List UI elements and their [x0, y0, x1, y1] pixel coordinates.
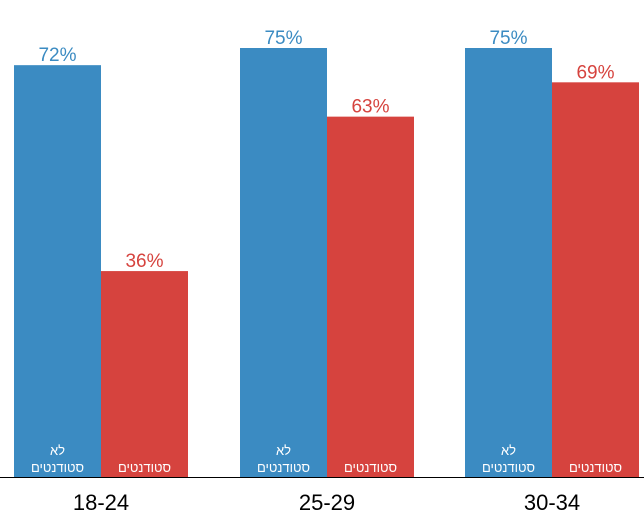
category-label-30-34: 30-34 — [524, 490, 580, 515]
bar-students-18-24 — [101, 271, 188, 477]
bar-non-students-30-34 — [465, 48, 552, 477]
bar-series-label-students-30-34-line1: סטודנטים — [569, 460, 622, 475]
bar-series-label-students-18-24-line1: סטודנטים — [118, 460, 171, 475]
category-label-18-24: 18-24 — [73, 490, 129, 515]
bar-series-label-non-students-30-34-line2: סטודנטים — [482, 460, 535, 475]
bar-series-label-non-students-18-24-line2: סטודנטים — [31, 460, 84, 475]
bars-group: 72% לא סטודנטים 36% סטודנטים 75% לא סטודנטים 63%… — [14, 28, 639, 477]
category-labels-group: 18-24 25-29 30-34 — [73, 490, 580, 515]
bar-students-25-29 — [327, 116, 414, 477]
value-label-non-students-30-34: 75% — [489, 28, 527, 49]
bar-series-label-non-students-30-34-line1: לא — [501, 443, 516, 458]
bar-series-label-students-25-29-line1: סטודנטים — [344, 460, 397, 475]
bar-series-label-non-students-25-29-line1: לא — [276, 443, 291, 458]
bar-series-label-non-students-18-24-line1: לא — [50, 443, 65, 458]
value-label-students-25-29: 63% — [351, 97, 389, 118]
value-label-non-students-18-24: 72% — [38, 45, 76, 66]
value-label-students-30-34: 69% — [576, 62, 614, 83]
bar-series-label-non-students-25-29-line2: סטודנטים — [257, 460, 310, 475]
bar-non-students-18-24 — [14, 65, 101, 477]
value-label-non-students-25-29: 75% — [264, 28, 302, 49]
category-label-25-29: 25-29 — [299, 490, 355, 515]
value-label-students-18-24: 36% — [125, 251, 163, 272]
bar-students-30-34 — [552, 82, 639, 477]
bar-non-students-25-29 — [240, 48, 327, 477]
chart-title: ׳ — [370, 0, 375, 8]
